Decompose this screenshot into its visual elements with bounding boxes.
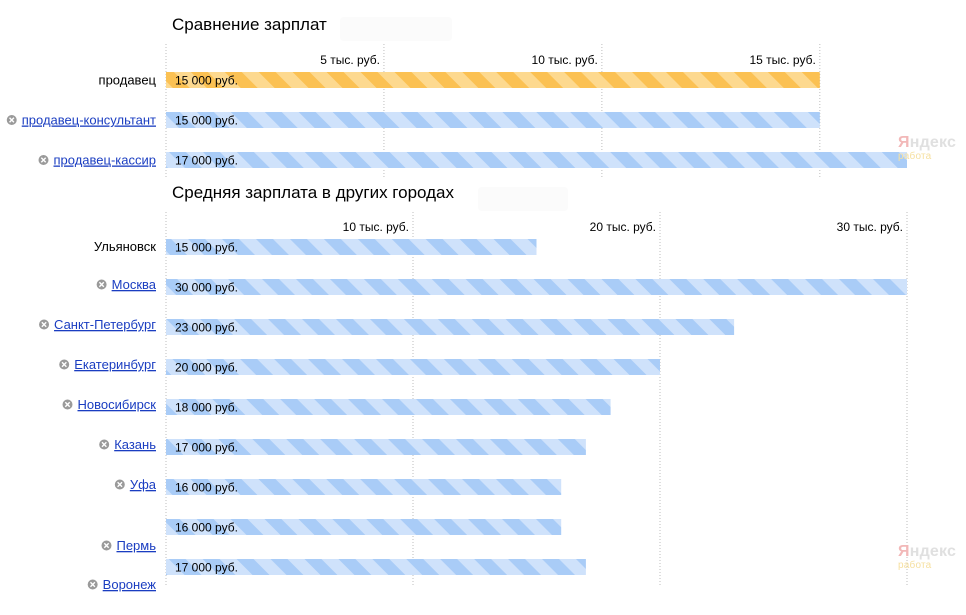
tick-label: 10 тыс. руб. — [532, 53, 598, 67]
bar-value-label: 20 000 руб. — [175, 361, 238, 375]
category-link[interactable]: Новосибирск — [78, 397, 157, 412]
bar — [166, 559, 586, 575]
watermark-sub: работа — [898, 560, 932, 571]
bar — [166, 319, 735, 335]
category-link[interactable]: Екатеринбург — [74, 357, 156, 372]
bar — [166, 239, 537, 255]
tick-label: 10 тыс. руб. — [343, 220, 409, 234]
remove-icon[interactable] — [96, 279, 107, 290]
bar-value-label: 16 000 руб. — [175, 521, 238, 535]
bar — [166, 152, 907, 168]
bar-value-label: 16 000 руб. — [175, 481, 238, 495]
bar-value-label: 15 000 руб. — [175, 241, 238, 255]
tick-label: 15 тыс. руб. — [749, 53, 815, 67]
category-link[interactable]: продавец-кассир — [54, 153, 157, 168]
category-label: Ульяновск — [94, 239, 156, 254]
category-link[interactable]: Санкт-Петербург — [54, 317, 156, 332]
bar-value-label: 15 000 руб. — [175, 114, 238, 128]
category-link[interactable]: Казань — [114, 437, 156, 452]
remove-icon[interactable] — [59, 359, 70, 370]
bar — [166, 112, 820, 128]
bar-value-label: 17 000 руб. — [175, 441, 238, 455]
category-link[interactable]: продавец-консультант — [22, 113, 156, 128]
category-link[interactable]: Воронеж — [103, 577, 157, 592]
bar — [166, 399, 611, 415]
bar-value-label: 30 000 руб. — [175, 281, 238, 295]
chart-title-other-cities: Средняя зарплата в других городах — [172, 183, 454, 202]
bar-value-label: 18 000 руб. — [175, 401, 238, 415]
yandex-rabota-watermark: Яндекс работа — [898, 543, 957, 573]
category-link[interactable]: Москва — [112, 277, 157, 292]
category-link[interactable]: Пермь — [116, 538, 156, 553]
bar-value-label: 17 000 руб. — [175, 561, 238, 575]
watermark-brand-rest: ндекс — [909, 134, 957, 151]
remove-icon[interactable] — [99, 439, 110, 450]
watermark-brand-rest: ндекс — [909, 543, 957, 560]
bar — [166, 439, 586, 455]
blurred-region — [340, 17, 452, 41]
bar-value-label: 17 000 руб. — [175, 154, 238, 168]
remove-icon[interactable] — [62, 399, 73, 410]
bar — [166, 519, 562, 535]
bar — [166, 72, 820, 88]
tick-label: 30 тыс. руб. — [837, 220, 903, 234]
bar-value-label: 23 000 руб. — [175, 321, 238, 335]
watermark-brand-first: Я — [898, 543, 910, 560]
remove-icon[interactable] — [38, 155, 49, 165]
watermark-sub: работа — [898, 151, 932, 162]
tick-label: 5 тыс. руб. — [320, 53, 380, 67]
remove-icon[interactable] — [114, 479, 125, 490]
blurred-region — [478, 187, 568, 211]
bar-value-label: 15 000 руб. — [175, 74, 238, 88]
bar — [166, 279, 907, 295]
remove-icon[interactable] — [39, 319, 50, 330]
watermark-brand-first: Я — [898, 134, 910, 151]
remove-icon[interactable] — [101, 540, 112, 551]
salary-comparison-chart: 5 тыс. руб. 10 тыс. руб. 15 тыс. руб. 15 00… — [6, 44, 907, 178]
remove-icon[interactable] — [87, 579, 98, 590]
category-label: продавец — [99, 73, 157, 88]
tick-label: 20 тыс. руб. — [590, 220, 656, 234]
category-link[interactable]: Уфа — [130, 477, 157, 492]
remove-icon[interactable] — [6, 115, 17, 125]
bar — [166, 359, 660, 375]
bar — [166, 479, 562, 495]
yandex-rabota-watermark: Яндекс работа — [898, 134, 957, 164]
chart-title-salary-comparison: Сравнение зарплат — [172, 15, 327, 34]
